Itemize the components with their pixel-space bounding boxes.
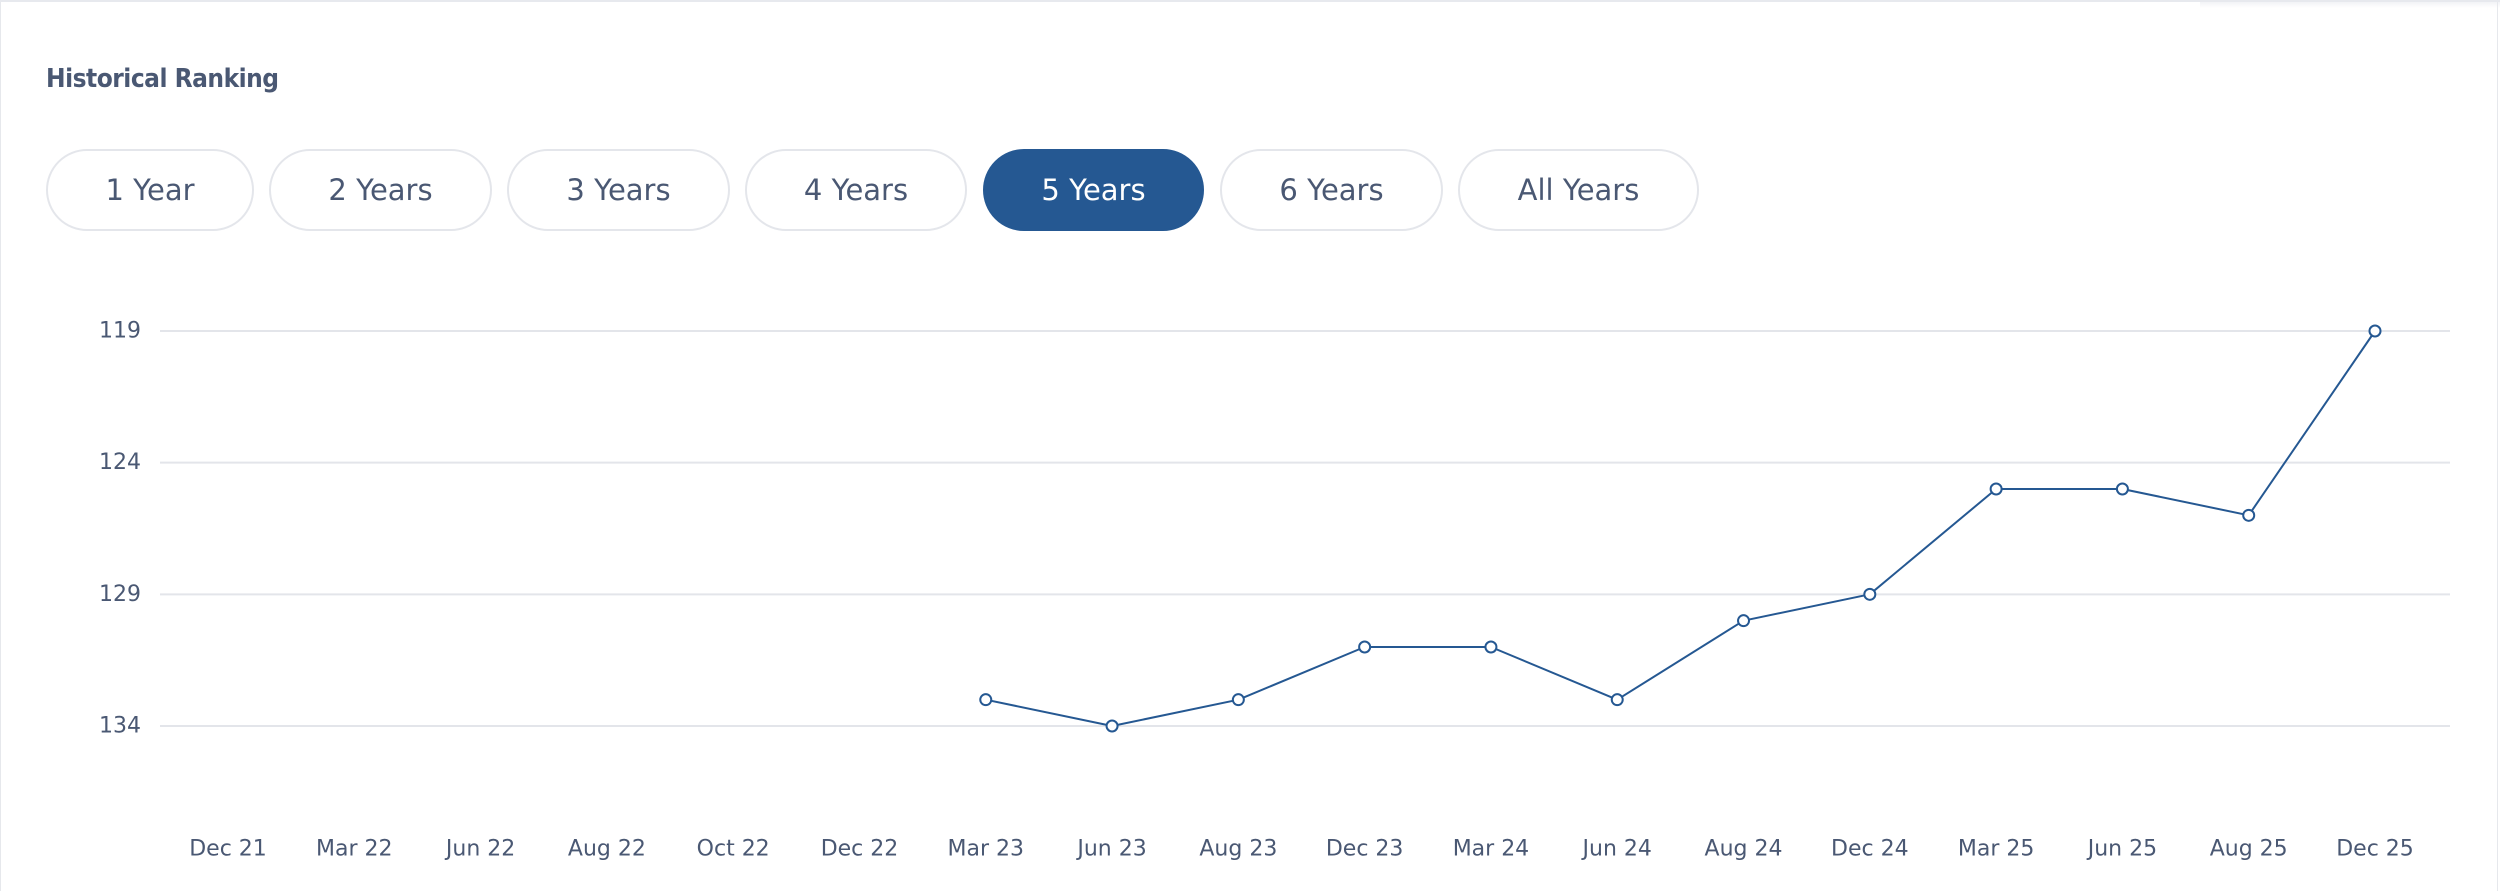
range-tab-1-year[interactable]: 1 Year xyxy=(46,149,254,231)
top-divider xyxy=(0,0,2500,2)
range-tab-4-years[interactable]: 4 Years xyxy=(745,149,967,231)
data-point xyxy=(1863,587,1877,601)
y-tick-label: 129 xyxy=(99,582,141,607)
x-tick-label: Dec 22 xyxy=(821,837,899,862)
data-point xyxy=(1484,640,1498,654)
series-line xyxy=(985,330,2376,727)
x-tick-label: Aug 25 xyxy=(2210,837,2288,862)
y-tick-label: 124 xyxy=(99,450,141,475)
x-tick-label: Aug 23 xyxy=(1199,837,1277,862)
section-title: Historical Ranking xyxy=(46,64,279,94)
x-tick-label: Jun 25 xyxy=(2086,837,2157,862)
data-point xyxy=(1989,482,2003,496)
y-tick-label: 119 xyxy=(99,319,141,344)
data-point xyxy=(1610,693,1624,707)
x-tick-label: Dec 23 xyxy=(1326,837,1404,862)
top-edge-shadow xyxy=(2200,2,2500,8)
data-point xyxy=(979,693,993,707)
range-tab-6-years[interactable]: 6 Years xyxy=(1220,149,1443,231)
x-tick-label: Mar 22 xyxy=(316,837,393,862)
x-tick-label: Aug 22 xyxy=(568,837,646,862)
data-point xyxy=(1231,693,1245,707)
x-tick-label: Jun 22 xyxy=(444,837,515,862)
data-point xyxy=(1737,614,1751,628)
x-tick-label: Jun 23 xyxy=(1075,837,1146,862)
data-point xyxy=(1358,640,1372,654)
y-tick-label: 134 xyxy=(99,714,141,739)
x-tick-label: Mar 25 xyxy=(1958,837,2035,862)
data-point xyxy=(2368,324,2382,338)
data-point xyxy=(1105,719,1119,733)
data-point xyxy=(2242,508,2256,522)
x-tick-label: Mar 24 xyxy=(1453,837,1530,862)
x-tick-label: Dec 24 xyxy=(1831,837,1909,862)
x-tick-label: Dec 21 xyxy=(189,837,267,862)
range-tab-3-years[interactable]: 3 Years xyxy=(507,149,730,231)
x-tick-label: Oct 22 xyxy=(697,837,770,862)
data-point xyxy=(2115,482,2129,496)
range-tab-5-years[interactable]: 5 Years xyxy=(983,149,1204,231)
range-tab-all-years[interactable]: All Years xyxy=(1458,149,1699,231)
x-tick-label: Mar 23 xyxy=(948,837,1025,862)
x-tick-label: Jun 24 xyxy=(1581,837,1652,862)
range-tab-2-years[interactable]: 2 Years xyxy=(269,149,492,231)
x-tick-label: Dec 25 xyxy=(2336,837,2414,862)
x-tick-label: Aug 24 xyxy=(1705,837,1783,862)
